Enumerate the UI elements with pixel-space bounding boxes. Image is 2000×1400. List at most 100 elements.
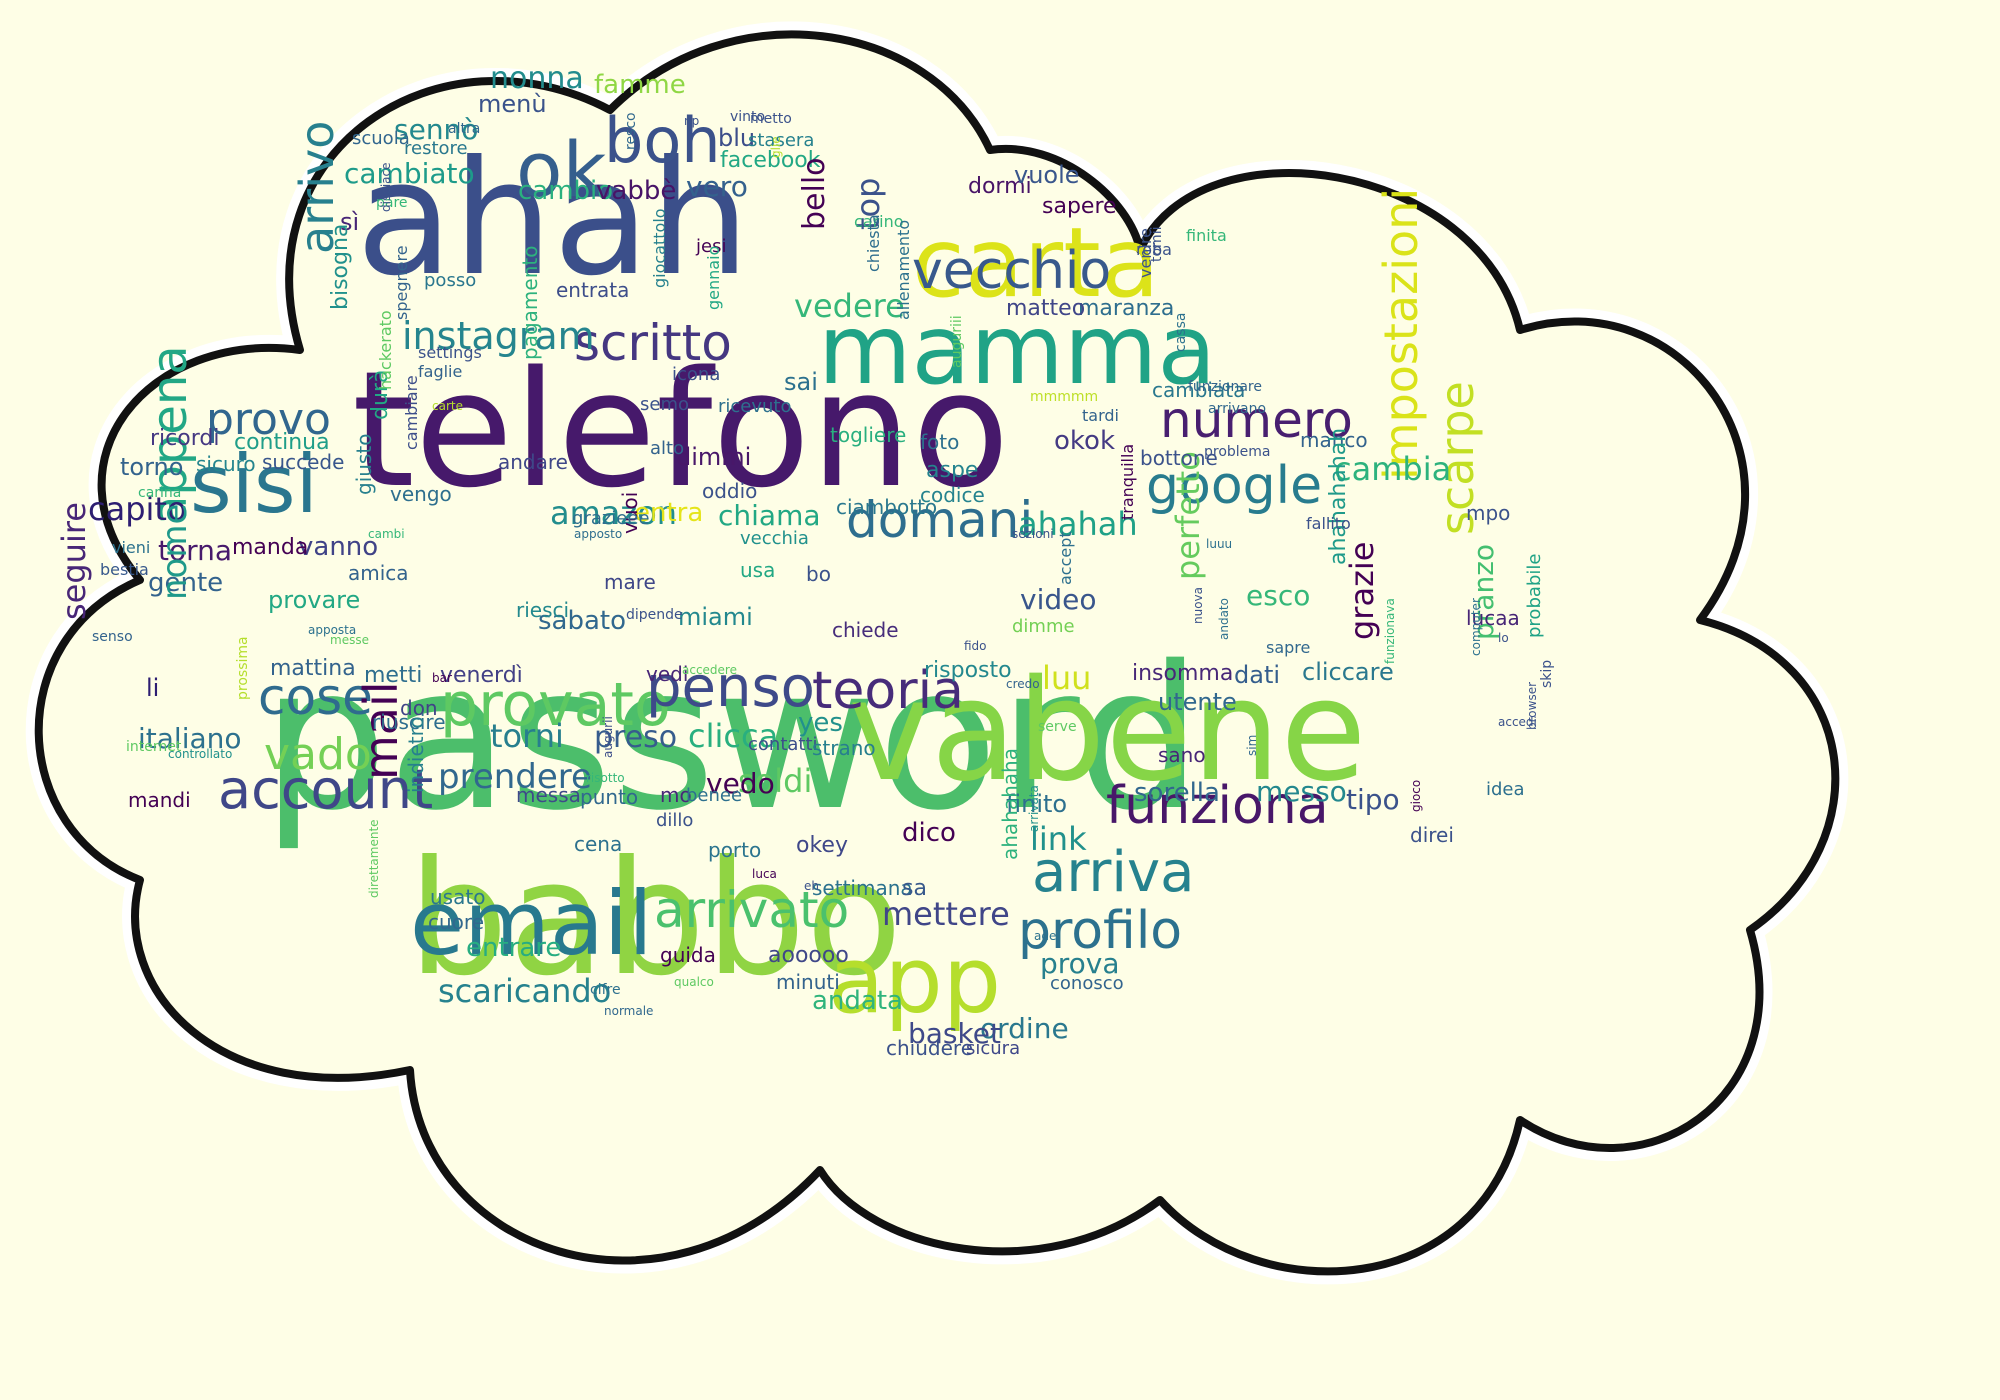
cloud-word-mandi: mandi — [128, 788, 191, 812]
cloud-word-facebook: facebook — [720, 148, 821, 173]
cloud-word-andata: andata — [812, 986, 903, 1016]
cloud-word-ricordi: ricordi — [150, 426, 220, 451]
cloud-word-strano: strano — [812, 736, 876, 760]
cloud-word-provare: provare — [268, 586, 361, 614]
cloud-word-numero: numero — [1160, 391, 1353, 449]
cloud-word-boh: boh — [604, 104, 721, 177]
cloud-word-dormi: dormi — [968, 174, 1032, 199]
cloud-word-men-: menù — [478, 90, 547, 118]
cloud-word-cambia: cambia — [1334, 450, 1452, 488]
cloud-word-carta: carta — [912, 207, 1160, 319]
cloud-word-carte: carte — [432, 399, 463, 413]
cloud-word-riuscire: riuscire — [372, 710, 446, 734]
cloud-word-fido: fido — [964, 639, 987, 653]
cloud-word-entra: entra — [634, 498, 704, 528]
cloud-word-idea: idea — [1486, 779, 1525, 800]
cloud-word-risposto: risposto — [924, 658, 1012, 683]
cloud-word-tranquilla: tranquilla — [1118, 443, 1137, 520]
cloud-word-clicca: clicca — [688, 717, 779, 755]
cloud-word-benee: benee — [686, 785, 743, 806]
cloud-word-np: np — [684, 114, 700, 128]
cloud-word-apposta: apposta — [308, 623, 357, 637]
cloud-word-dipende: dipende — [626, 607, 683, 623]
cloud-word-vabene: vabene — [848, 650, 1367, 813]
cloud-word-torna: torna — [158, 534, 233, 567]
cloud-word-italiano: italiano — [138, 722, 242, 755]
cloud-word-app: app — [828, 927, 1002, 1034]
cloud-word-faglie: faglie — [418, 362, 463, 381]
cloud-word-tipo: tipo — [1346, 783, 1400, 816]
cloud-word-seguire: seguire — [55, 502, 93, 620]
cloud-word-oddio: oddio — [702, 479, 758, 503]
cloud-word-vecchio: vecchio — [912, 241, 1112, 301]
cloud-word-arrivano: arrivano — [1208, 401, 1267, 417]
cloud-word-instagram: instagram — [402, 314, 595, 358]
cloud-word-torno: torno — [120, 453, 184, 481]
cloud-word-arrivato: arrivato — [654, 881, 850, 939]
cloud-word-don: don — [400, 696, 438, 720]
cloud-word-probabile: probabile — [1524, 553, 1545, 638]
cloud-word-prossima: prossima — [235, 636, 251, 700]
cloud-word-indietro: indietro — [404, 716, 428, 793]
cloud-word-vedi: vedi — [646, 662, 689, 686]
cloud-word-profilo: profilo — [1018, 901, 1183, 961]
cloud-word-settimana: settimana — [812, 876, 913, 900]
cloud-word-entrata: entrata — [556, 278, 630, 302]
cloud-word-problema: problema — [1204, 444, 1271, 460]
cloud-word-chiede: chiede — [832, 618, 899, 642]
cloud-word-mamma: mamma — [818, 294, 1217, 406]
cloud-word-foto: foto — [920, 430, 960, 454]
cloud-word-dimmi: dimmi — [676, 443, 752, 471]
cloud-word-senn-: sennò — [394, 113, 479, 146]
cloud-word-ordine: ordine — [980, 1012, 1069, 1045]
cloud-word-metto: metto — [750, 111, 792, 127]
cloud-word-utente: utente — [1158, 688, 1237, 716]
cloud-word-okey: okey — [796, 833, 848, 858]
cloud-word-yes: yes — [798, 708, 843, 738]
cloud-word-ahahah: ahahah — [1018, 505, 1138, 543]
cloud-word-gente: gente — [148, 568, 224, 598]
cloud-word-funzionare: funzionare — [1188, 379, 1262, 395]
cloud-word-arriva: arriva — [1032, 840, 1195, 905]
cloud-word-restore: restore — [404, 138, 468, 159]
cloud-word-eh: eh — [804, 879, 819, 893]
cloud-word-torni: torni — [490, 717, 564, 755]
cloud-word-vengo: vengo — [390, 482, 452, 506]
cloud-body — [34, 30, 1840, 1276]
cloud-word-prendere: prendere — [438, 757, 592, 797]
cloud-word-gennaio: gennaio — [704, 245, 723, 310]
cloud-word-accedi: accedi — [1498, 715, 1537, 729]
cloud-word-jesi: jesi — [696, 236, 727, 257]
cloud-word-cassa: cassa — [1173, 312, 1189, 352]
cloud-word-roba: roba — [1136, 240, 1172, 259]
cloud-word-ok: ok — [516, 125, 607, 214]
cloud-word-cena: cena — [574, 832, 623, 856]
cloud-word-link: link — [1030, 820, 1087, 858]
cloud-word-li: li — [146, 674, 160, 702]
cloud-word-sezioni: sezioni — [1012, 527, 1054, 541]
cloud-word-funzionava: funzionava — [1383, 598, 1397, 664]
cloud-word-ade: ade — [1034, 929, 1057, 943]
cloud-word-maranza: maranza — [1078, 296, 1175, 321]
cloud-word-funziona: funziona — [1106, 776, 1329, 836]
cloud-word-sabato: sabato — [538, 606, 627, 636]
cloud-word-codice: codice — [920, 483, 985, 507]
cloud-word-cliccare: cliccare — [1302, 658, 1394, 686]
cloud-word-lo: lo — [1498, 631, 1509, 645]
cloud-word-cambiare: cambiare — [402, 375, 421, 450]
cloud-word-aooooo: aooooo — [768, 943, 849, 968]
cloud-word-fallito: fallito — [1306, 514, 1351, 533]
cloud-word-manco: manco — [1300, 428, 1368, 452]
cloud-word-scritto: scritto — [574, 314, 732, 372]
cloud-word-luca: luca — [752, 867, 777, 881]
cloud-word-skip: skip — [1539, 659, 1555, 688]
cloud-word-sim: sim — [1245, 734, 1259, 756]
cloud-word-usato: usato — [430, 885, 486, 909]
cloud-word-direi: direi — [1410, 823, 1454, 847]
cloud-word-stasera: stasera — [748, 130, 815, 151]
cloud-word-contatti: contatti — [748, 734, 818, 755]
cloud-word-sa: sa — [902, 876, 927, 901]
cloud-word-bottone: bottone — [1140, 446, 1218, 470]
cloud-word-luu: luu — [1042, 659, 1092, 697]
cloud-word-pare: pare — [376, 195, 408, 211]
